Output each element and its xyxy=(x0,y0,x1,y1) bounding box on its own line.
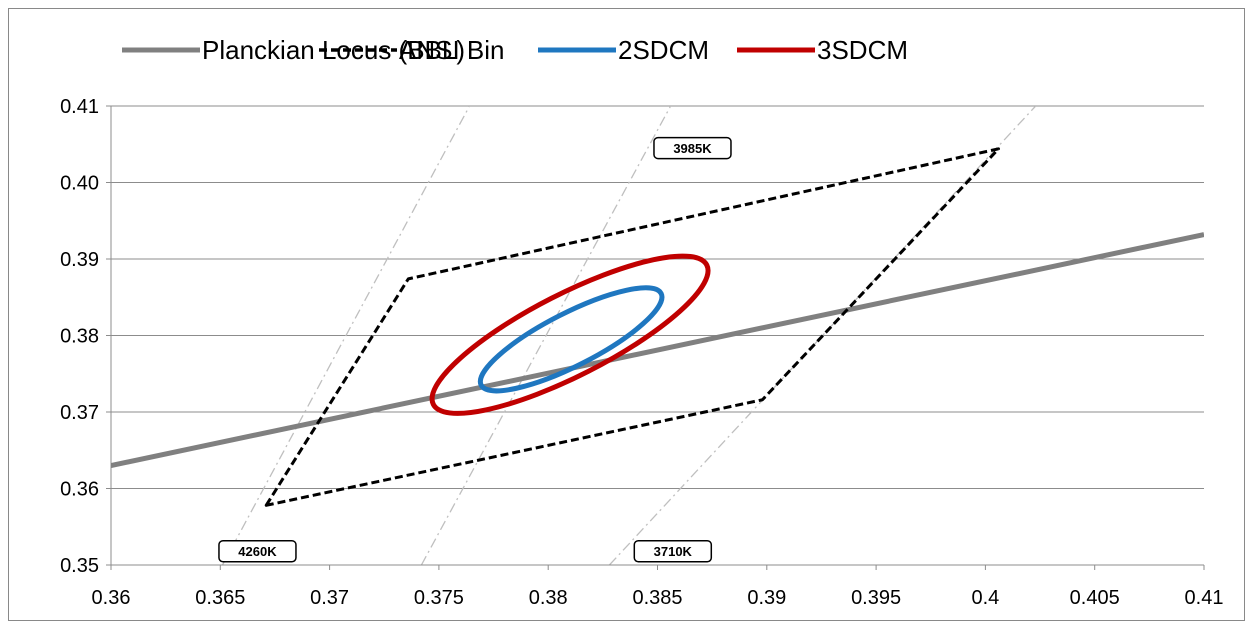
annotation-1: 4260K xyxy=(218,539,297,563)
annotation-label-0: 3985K xyxy=(673,141,712,156)
annotation-box-1 xyxy=(218,539,297,563)
x-tick-label-10: 0.41 xyxy=(1185,587,1224,609)
y-tick-label-1: 0.36 xyxy=(60,479,99,501)
series-group xyxy=(111,147,1204,507)
y-tick-label-2: 0.37 xyxy=(60,402,99,424)
legend-item-2: 2SDCM xyxy=(538,35,709,65)
x-tick-label-2: 0.37 xyxy=(310,587,349,609)
annotation-2: 3710K xyxy=(633,539,713,563)
annotation-0: 3985K xyxy=(653,136,732,160)
legend-label-1: ANSI Bin xyxy=(399,35,505,65)
x-tick-label-5: 0.385 xyxy=(632,587,682,609)
y-tick-label-6: 0.41 xyxy=(60,96,99,118)
y-tick-label-3: 0.38 xyxy=(60,326,99,348)
legend-label-3: 3SDCM xyxy=(817,35,908,65)
x-tick-label-9: 0.405 xyxy=(1070,587,1120,609)
chart-frame xyxy=(8,8,1245,621)
axes xyxy=(106,105,1205,570)
y-tick-label-4: 0.39 xyxy=(60,249,99,271)
x-tick-label-1: 0.365 xyxy=(195,587,245,609)
x-tick-label-4: 0.38 xyxy=(529,587,568,609)
annotation-box-0 xyxy=(653,136,732,160)
y-tick-label-0: 0.35 xyxy=(60,555,99,577)
annotation-label-1: 4260K xyxy=(238,544,277,559)
legend-item-1: ANSI Bin xyxy=(319,35,505,65)
x-tick-label-7: 0.395 xyxy=(851,587,901,609)
annotation-label-2: 3710K xyxy=(654,544,693,559)
isotherm-line-2 xyxy=(608,106,1037,565)
x-tick-label-6: 0.39 xyxy=(747,587,786,609)
isotherm-line-0 xyxy=(221,106,471,565)
series-2sdcm xyxy=(477,285,665,394)
isotherm-line-1 xyxy=(420,106,672,565)
tick-labels: 0.35 0.36 0.37 0.38 0.39 0.40 0.41 0.36 0.365 0.3… xyxy=(60,96,1223,609)
series-ansi-bin xyxy=(264,147,1001,507)
annotations: 3985K 4260K 3710K xyxy=(218,136,732,563)
legend: Planckian Locus (BBL)ANSI Bin 2SDCM 3SDCM xyxy=(122,35,908,65)
y-tick-label-5: 0.40 xyxy=(60,173,99,195)
legend-label-2: 2SDCM xyxy=(618,35,709,65)
series-3sdcm xyxy=(429,253,711,416)
x-tick-label-8: 0.4 xyxy=(971,587,999,609)
annotation-box-2 xyxy=(633,539,713,563)
x-tick-label-3: 0.375 xyxy=(414,587,464,609)
legend-item-3: 3SDCM xyxy=(737,35,908,65)
x-tick-label-0: 0.36 xyxy=(92,587,131,609)
series-planckian-locus-bbl xyxy=(111,232,1204,468)
isotherm-lines xyxy=(221,106,1037,565)
